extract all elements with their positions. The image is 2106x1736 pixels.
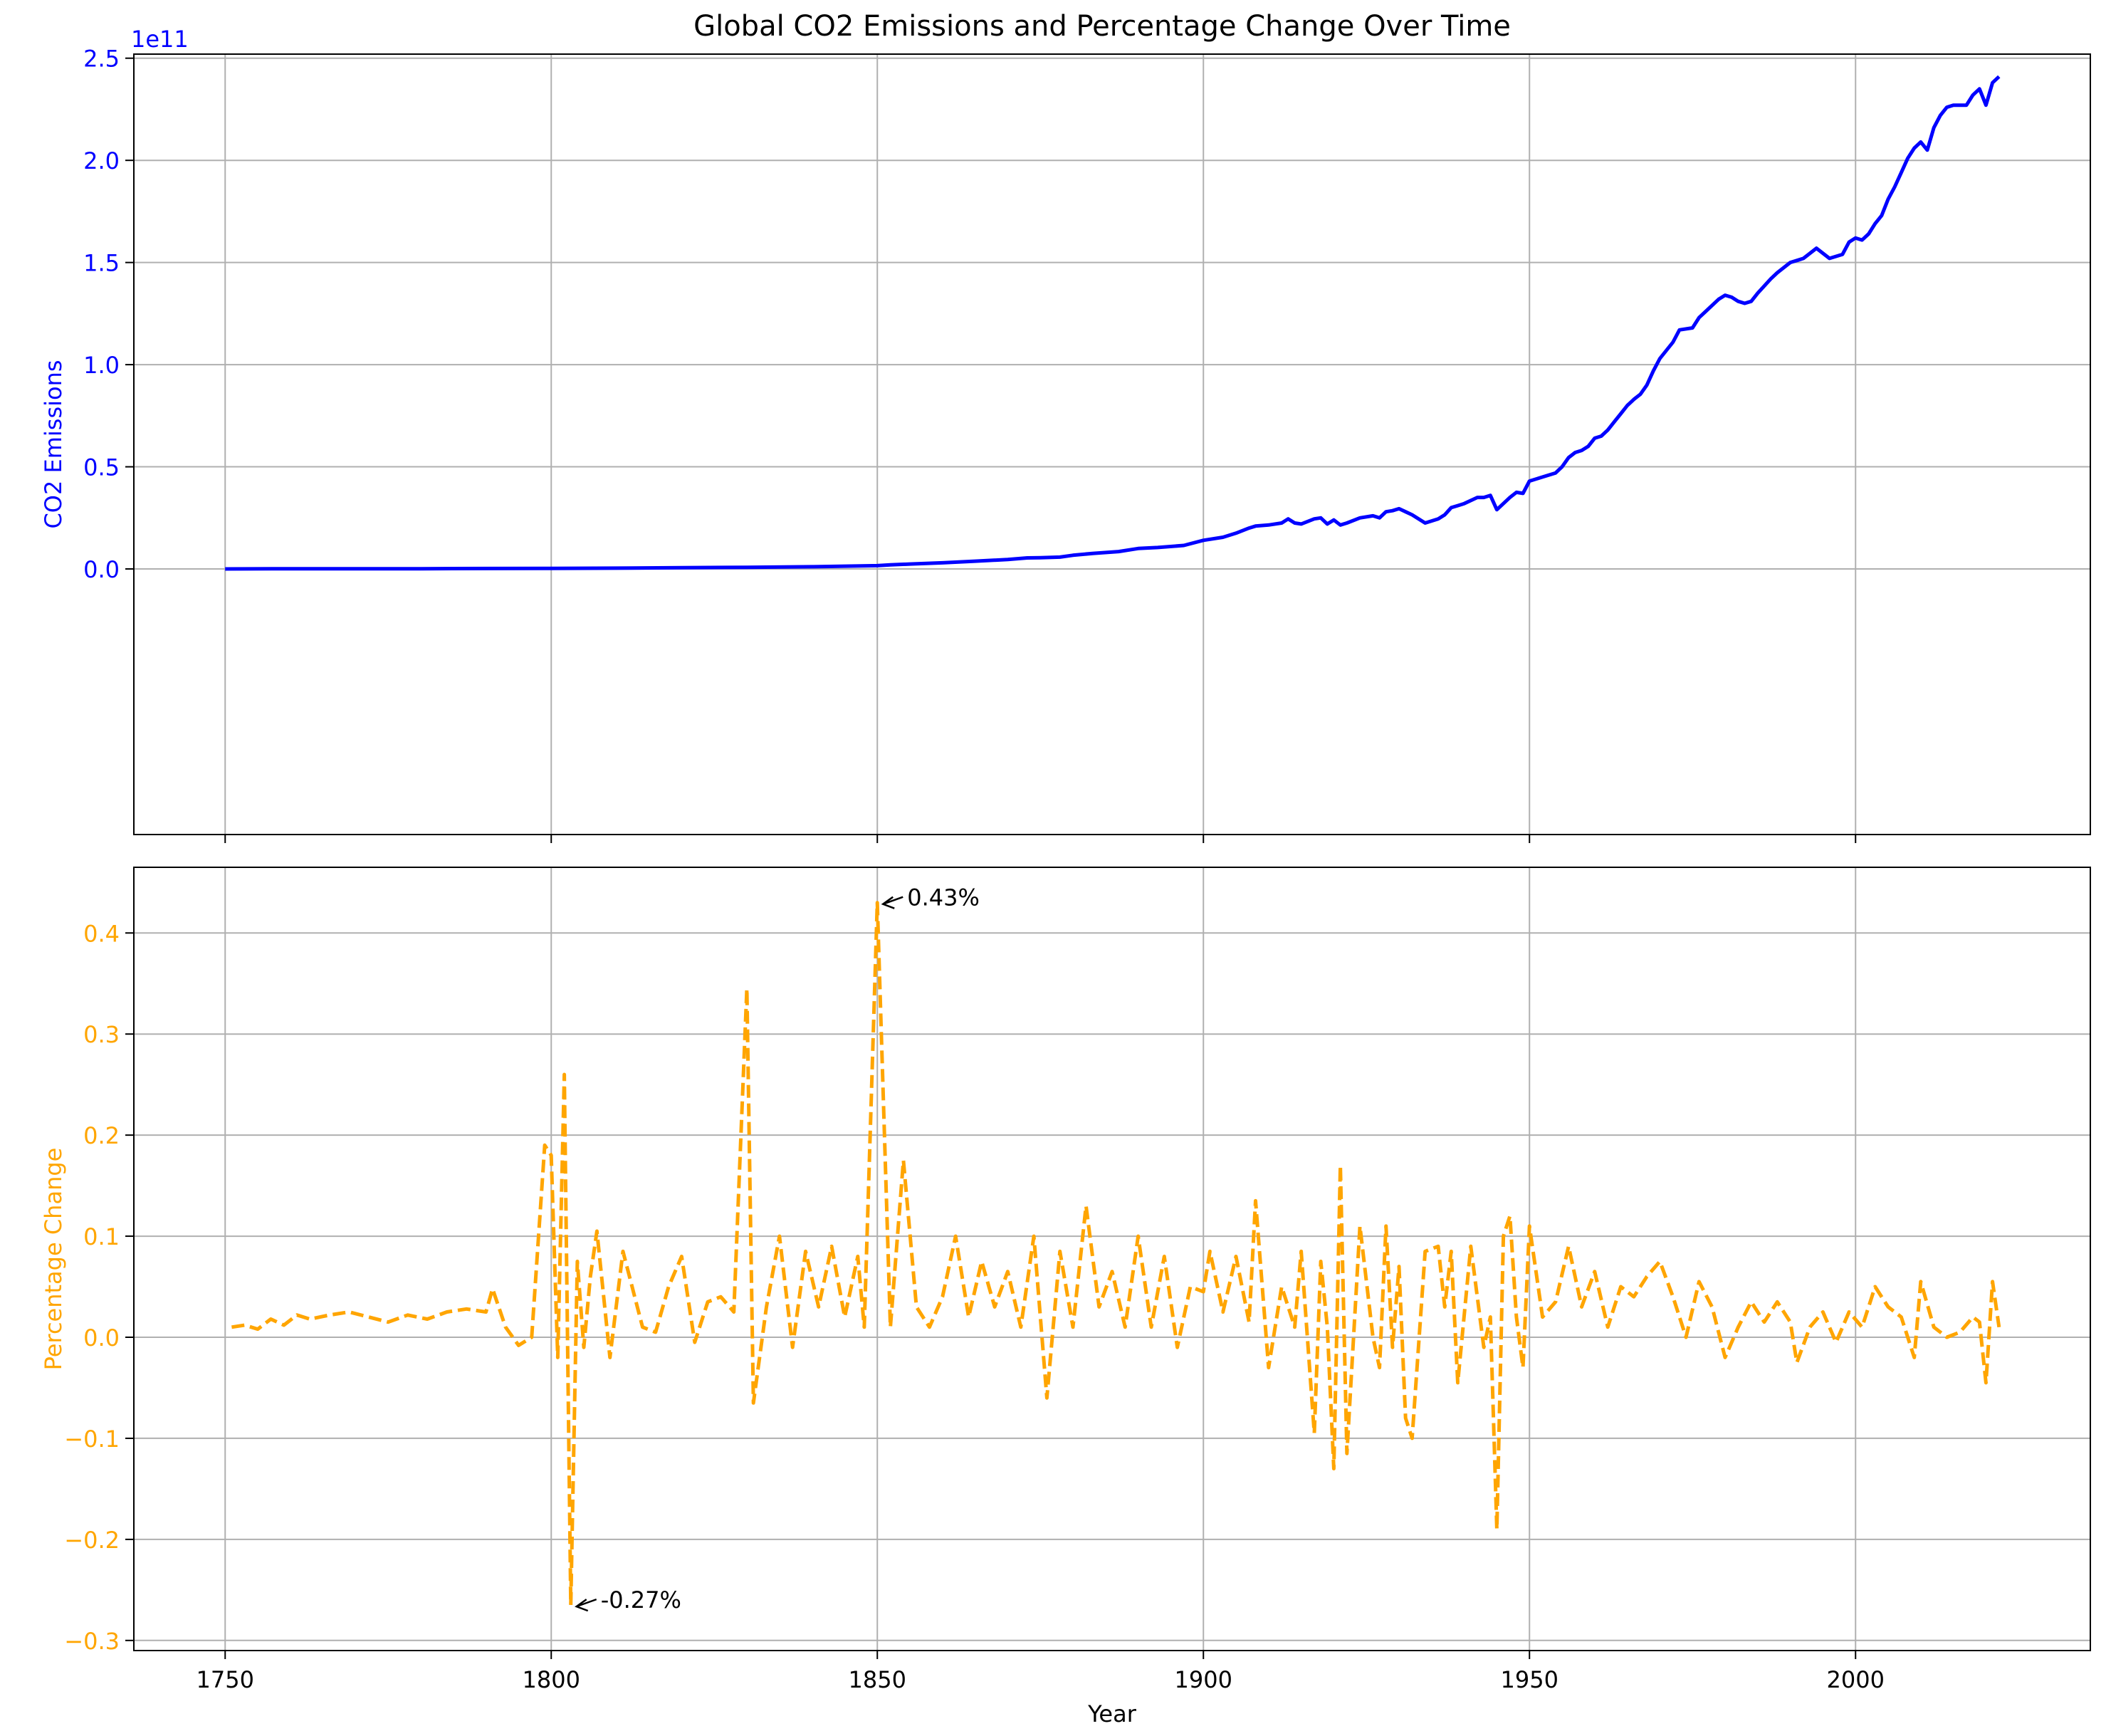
top-panel: 0.0 0.5 1.0 1.5 2.0 2.5 CO2 Emissions 1e11 <box>40 26 2091 843</box>
annotation-arrow-shaft <box>576 1598 597 1608</box>
plot-frame <box>133 53 2091 835</box>
y-offset-text: 1e11 <box>131 26 189 53</box>
x-tick-label: 1900 <box>1175 1666 1232 1693</box>
y-tick-label: 2.5 <box>83 46 120 73</box>
x-tick-label: 1750 <box>197 1666 254 1693</box>
x-tick-label: 1850 <box>849 1666 906 1693</box>
y-tick-label: 1.5 <box>83 250 120 277</box>
y-axis-label: CO2 Emissions <box>40 360 67 528</box>
y-tick-label: 0.5 <box>83 454 120 481</box>
y-tick-label: 1.0 <box>83 352 120 379</box>
y-tick-label: 0.1 <box>83 1223 120 1250</box>
x-tick-label: 1950 <box>1501 1666 1558 1693</box>
x-tick-label: 1800 <box>523 1666 580 1693</box>
annotation-arrow-head <box>575 1599 589 1612</box>
figure-title: Global CO2 Emissions and Percentage Chan… <box>693 10 1511 43</box>
y-tick-label: 0.2 <box>83 1122 120 1149</box>
annotation-label: -0.27% <box>601 1586 681 1614</box>
y-tick-label: −0.2 <box>64 1527 120 1554</box>
series-line <box>225 75 2001 571</box>
annotation-arrow-shaft <box>882 896 903 905</box>
y-tick-label: 2.0 <box>83 147 120 174</box>
annotation-label: 0.43% <box>907 884 980 911</box>
y-tick-label: 0.0 <box>83 1324 120 1351</box>
y-tick-label: −0.3 <box>64 1628 120 1655</box>
plot-frame <box>133 867 2091 1651</box>
y-tick-label: 0.4 <box>83 920 120 947</box>
x-tick-label: 2000 <box>1827 1666 1885 1693</box>
annotation-arrow-head <box>881 896 895 909</box>
x-axis-label: Year <box>1087 1700 1137 1727</box>
y-tick-label: −0.1 <box>64 1426 120 1453</box>
bottom-panel: −0.3 −0.2 −0.1 0.0 0.1 0.2 0.3 0.4 1750 1800 1850 1… <box>40 867 2091 1727</box>
y-axis-label: Percentage Change <box>40 1148 67 1371</box>
y-tick-label: 0.0 <box>83 556 120 583</box>
series-line <box>231 901 2001 1607</box>
y-tick-label: 0.3 <box>83 1021 120 1048</box>
